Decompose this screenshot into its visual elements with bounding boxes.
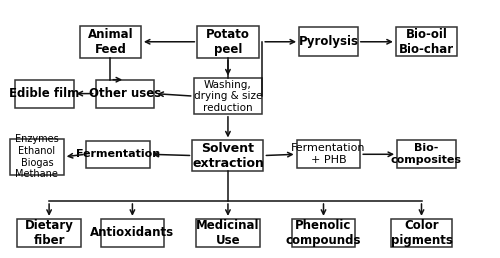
Bar — [198, 26, 258, 58]
Text: Washing,
drying & size
reduction: Washing, drying & size reduction — [194, 79, 262, 113]
Bar — [10, 139, 64, 174]
Text: Solvent
extraction: Solvent extraction — [192, 142, 264, 170]
Text: Bio-oil
Bio-char: Bio-oil Bio-char — [399, 28, 454, 56]
Text: Medicinal
Use: Medicinal Use — [196, 219, 260, 247]
Bar — [100, 219, 164, 247]
Bar — [15, 80, 74, 108]
Text: Enzymes
Ethanol
Biogas
Methane: Enzymes Ethanol Biogas Methane — [15, 134, 59, 179]
Text: Edible film: Edible film — [9, 87, 80, 100]
Text: Animal
Feed: Animal Feed — [88, 28, 133, 56]
Bar — [196, 219, 260, 247]
Bar — [396, 27, 457, 56]
Text: Dietary
fiber: Dietary fiber — [24, 219, 74, 247]
Text: Potato
peel: Potato peel — [206, 28, 250, 56]
Bar — [80, 26, 141, 58]
Text: Fermentation
+ PHB: Fermentation + PHB — [291, 143, 366, 165]
Text: Phenolic
compounds: Phenolic compounds — [286, 219, 361, 247]
Text: Color
pigments: Color pigments — [390, 219, 452, 247]
Text: Fermentation: Fermentation — [76, 149, 160, 159]
Bar — [86, 141, 150, 167]
Bar — [391, 219, 452, 247]
Bar — [192, 140, 264, 171]
Bar — [96, 80, 154, 108]
Bar — [397, 140, 456, 168]
Bar — [194, 78, 262, 114]
Bar — [17, 219, 81, 247]
Text: Antioxidants: Antioxidants — [90, 226, 174, 239]
Text: Bio-
composites: Bio- composites — [391, 143, 462, 165]
Bar — [296, 140, 360, 168]
Text: Pyrolysis: Pyrolysis — [298, 35, 358, 48]
Text: Other uses: Other uses — [89, 87, 161, 100]
Bar — [299, 27, 358, 56]
Bar — [292, 219, 356, 247]
